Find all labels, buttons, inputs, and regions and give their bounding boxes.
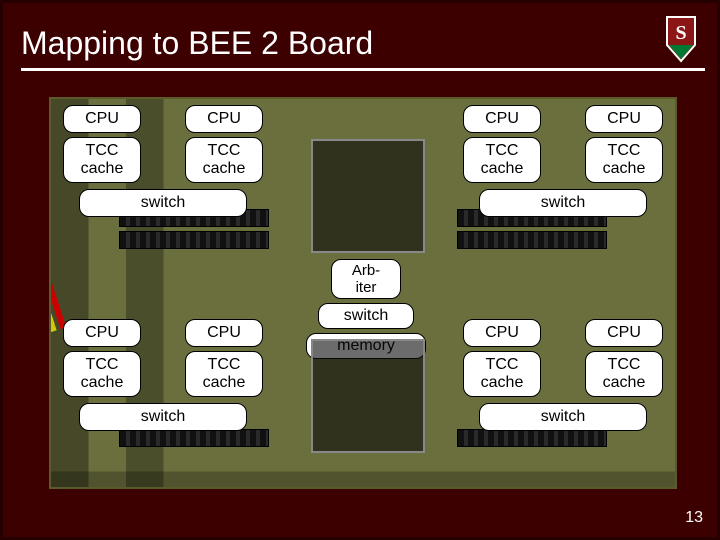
quadrant-top-left: CPU TCC cache CPU TCC cache switch — [63, 105, 263, 217]
center-stack: Arb- iter switch memory — [301, 259, 431, 359]
stanford-logo: S — [663, 15, 699, 63]
cpu-box: CPU — [63, 105, 141, 133]
switch-box: switch — [479, 189, 647, 217]
slide: Mapping to BEE 2 Board S CPU TCC cache C… — [0, 0, 720, 540]
cache-box: TCC cache — [585, 351, 663, 397]
switch-box: switch — [479, 403, 647, 431]
cpu-box: CPU — [185, 319, 263, 347]
slide-title: Mapping to BEE 2 Board — [21, 25, 705, 62]
memory-box: memory — [306, 333, 426, 359]
cpu-box: CPU — [585, 319, 663, 347]
cache-box: TCC cache — [463, 137, 541, 183]
cache-box: TCC cache — [463, 351, 541, 397]
switch-box: switch — [79, 189, 247, 217]
cache-box: TCC cache — [585, 137, 663, 183]
quadrant-top-right: CPU TCC cache CPU TCC cache switch — [463, 105, 663, 217]
cpu-box: CPU — [585, 105, 663, 133]
title-bar: Mapping to BEE 2 Board — [21, 25, 705, 71]
cache-box: TCC cache — [63, 351, 141, 397]
cache-box: TCC cache — [63, 137, 141, 183]
cpu-box: CPU — [185, 105, 263, 133]
cache-box: TCC cache — [185, 351, 263, 397]
quadrant-bottom-left: CPU TCC cache CPU TCC cache switch — [63, 319, 263, 431]
board-photo: CPU TCC cache CPU TCC cache switch CPU T… — [49, 97, 677, 489]
quadrant-bottom-right: CPU TCC cache CPU TCC cache switch — [463, 319, 663, 431]
switch-box: switch — [79, 403, 247, 431]
dimm-slot — [457, 429, 607, 447]
cache-box: TCC cache — [185, 137, 263, 183]
dimm-slot — [119, 231, 269, 249]
cpu-box: CPU — [463, 319, 541, 347]
center-switch-box: switch — [318, 303, 414, 329]
dimm-slot — [457, 231, 607, 249]
page-number: 13 — [685, 509, 703, 527]
dimm-slot — [119, 429, 269, 447]
title-underline — [21, 68, 705, 71]
svg-text:S: S — [675, 22, 686, 44]
cpu-box: CPU — [63, 319, 141, 347]
arbiter-box: Arb- iter — [331, 259, 401, 299]
cpu-box: CPU — [463, 105, 541, 133]
